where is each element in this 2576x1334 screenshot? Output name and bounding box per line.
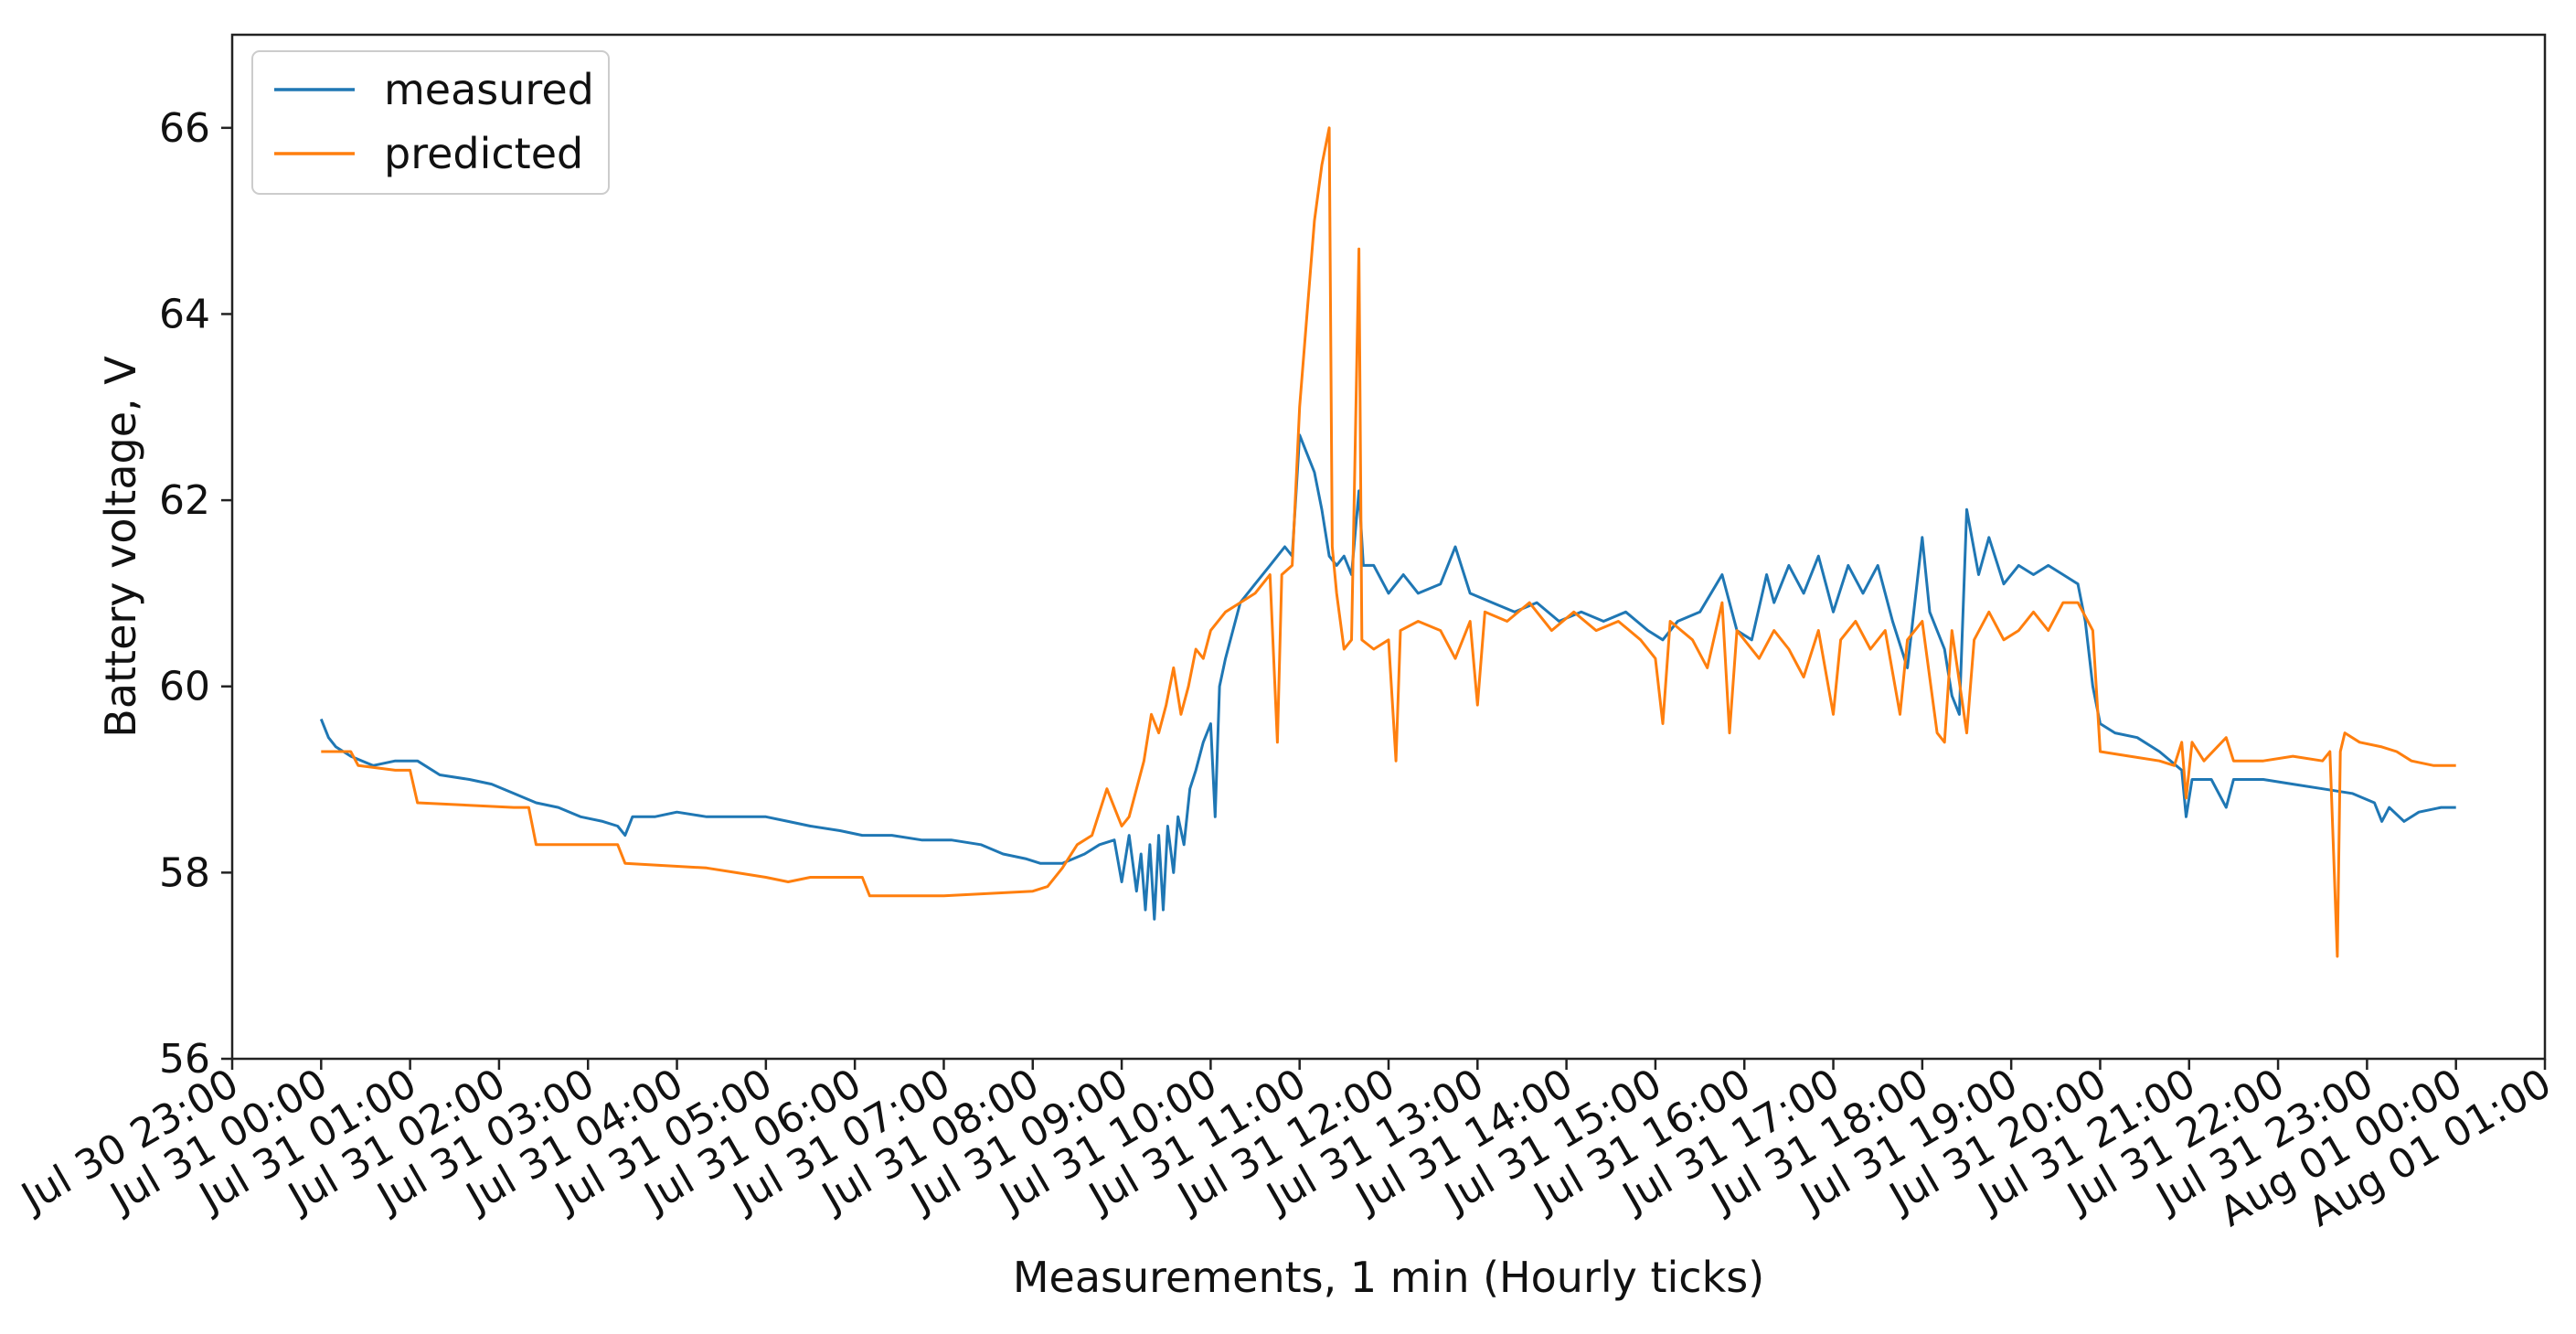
y-tick-label: 66 xyxy=(159,105,210,152)
legend: measured predicted xyxy=(251,50,610,195)
legend-label-predicted: predicted xyxy=(384,129,583,178)
x-axis-title: Measurements, 1 min (Hourly ticks) xyxy=(1013,1253,1764,1302)
series-line-predicted xyxy=(321,126,2456,958)
y-tick-label: 62 xyxy=(159,477,210,524)
y-axis-title: Battery voltage, V xyxy=(96,356,145,738)
y-tick-label: 64 xyxy=(159,291,210,337)
y-axis: 56 58 60 62 64 66 xyxy=(159,105,232,1083)
y-tick-label: 56 xyxy=(159,1036,210,1083)
legend-box xyxy=(251,50,610,195)
series-layer xyxy=(319,126,2456,958)
y-tick-label: 60 xyxy=(159,664,210,710)
legend-label-measured: measured xyxy=(384,65,594,114)
y-tick-label: 58 xyxy=(159,849,210,896)
